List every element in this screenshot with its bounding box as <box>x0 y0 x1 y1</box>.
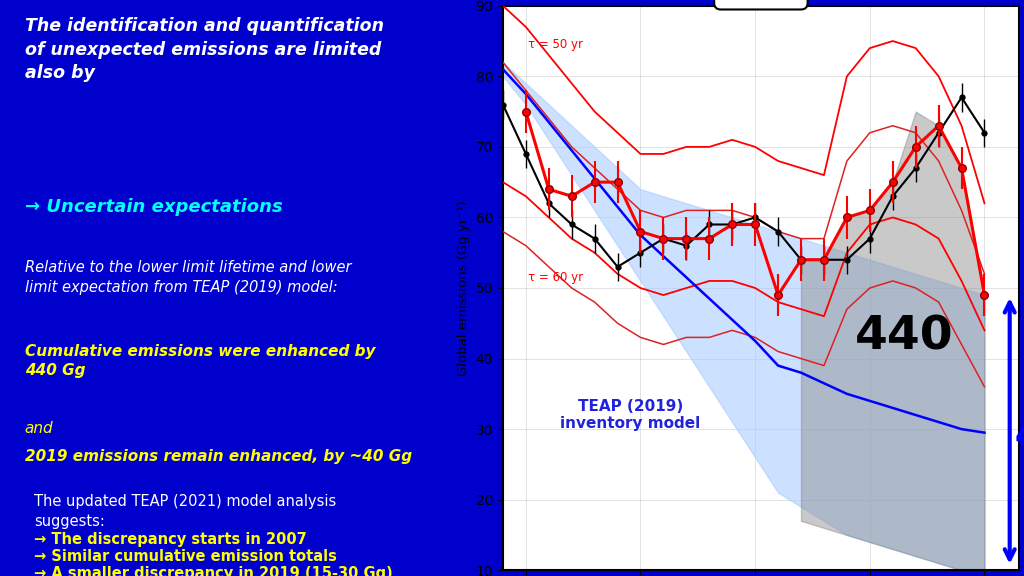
Text: 440: 440 <box>855 315 953 360</box>
Text: τ = 60 yr: τ = 60 yr <box>528 271 584 284</box>
Text: → A smaller discrepancy in 2019 (15-30 Gg): → A smaller discrepancy in 2019 (15-30 G… <box>34 566 393 576</box>
Text: TEAP (2019)
inventory model: TEAP (2019) inventory model <box>560 399 700 431</box>
Text: 2019 emissions remain enhanced, by ~40 Gg: 2019 emissions remain enhanced, by ~40 G… <box>25 449 412 464</box>
Text: → Similar cumulative emission totals: → Similar cumulative emission totals <box>34 549 337 564</box>
Title: CFC-11: CFC-11 <box>721 0 801 3</box>
Text: 9: 9 <box>989 556 998 570</box>
Text: Cumulative emissions were enhanced by
440 Gg: Cumulative emissions were enhanced by 44… <box>25 344 375 378</box>
Text: The identification and quantification
of unexpected emissions are limited
also b: The identification and quantification of… <box>25 17 384 82</box>
Text: 40: 40 <box>1015 420 1024 453</box>
Text: → Uncertain expectations: → Uncertain expectations <box>25 198 283 215</box>
Text: → The discrepancy starts in 2007: → The discrepancy starts in 2007 <box>34 532 307 547</box>
Text: τ = 50 yr: τ = 50 yr <box>528 38 583 51</box>
Text: The updated TEAP (2021) model analysis
suggests:: The updated TEAP (2021) model analysis s… <box>34 494 336 529</box>
Text: and: and <box>25 420 53 435</box>
Y-axis label: Global emissions (Gg yr⁻¹): Global emissions (Gg yr⁻¹) <box>457 200 470 376</box>
Text: Relative to the lower limit lifetime and lower
limit expectation from TEAP (2019: Relative to the lower limit lifetime and… <box>25 260 351 294</box>
